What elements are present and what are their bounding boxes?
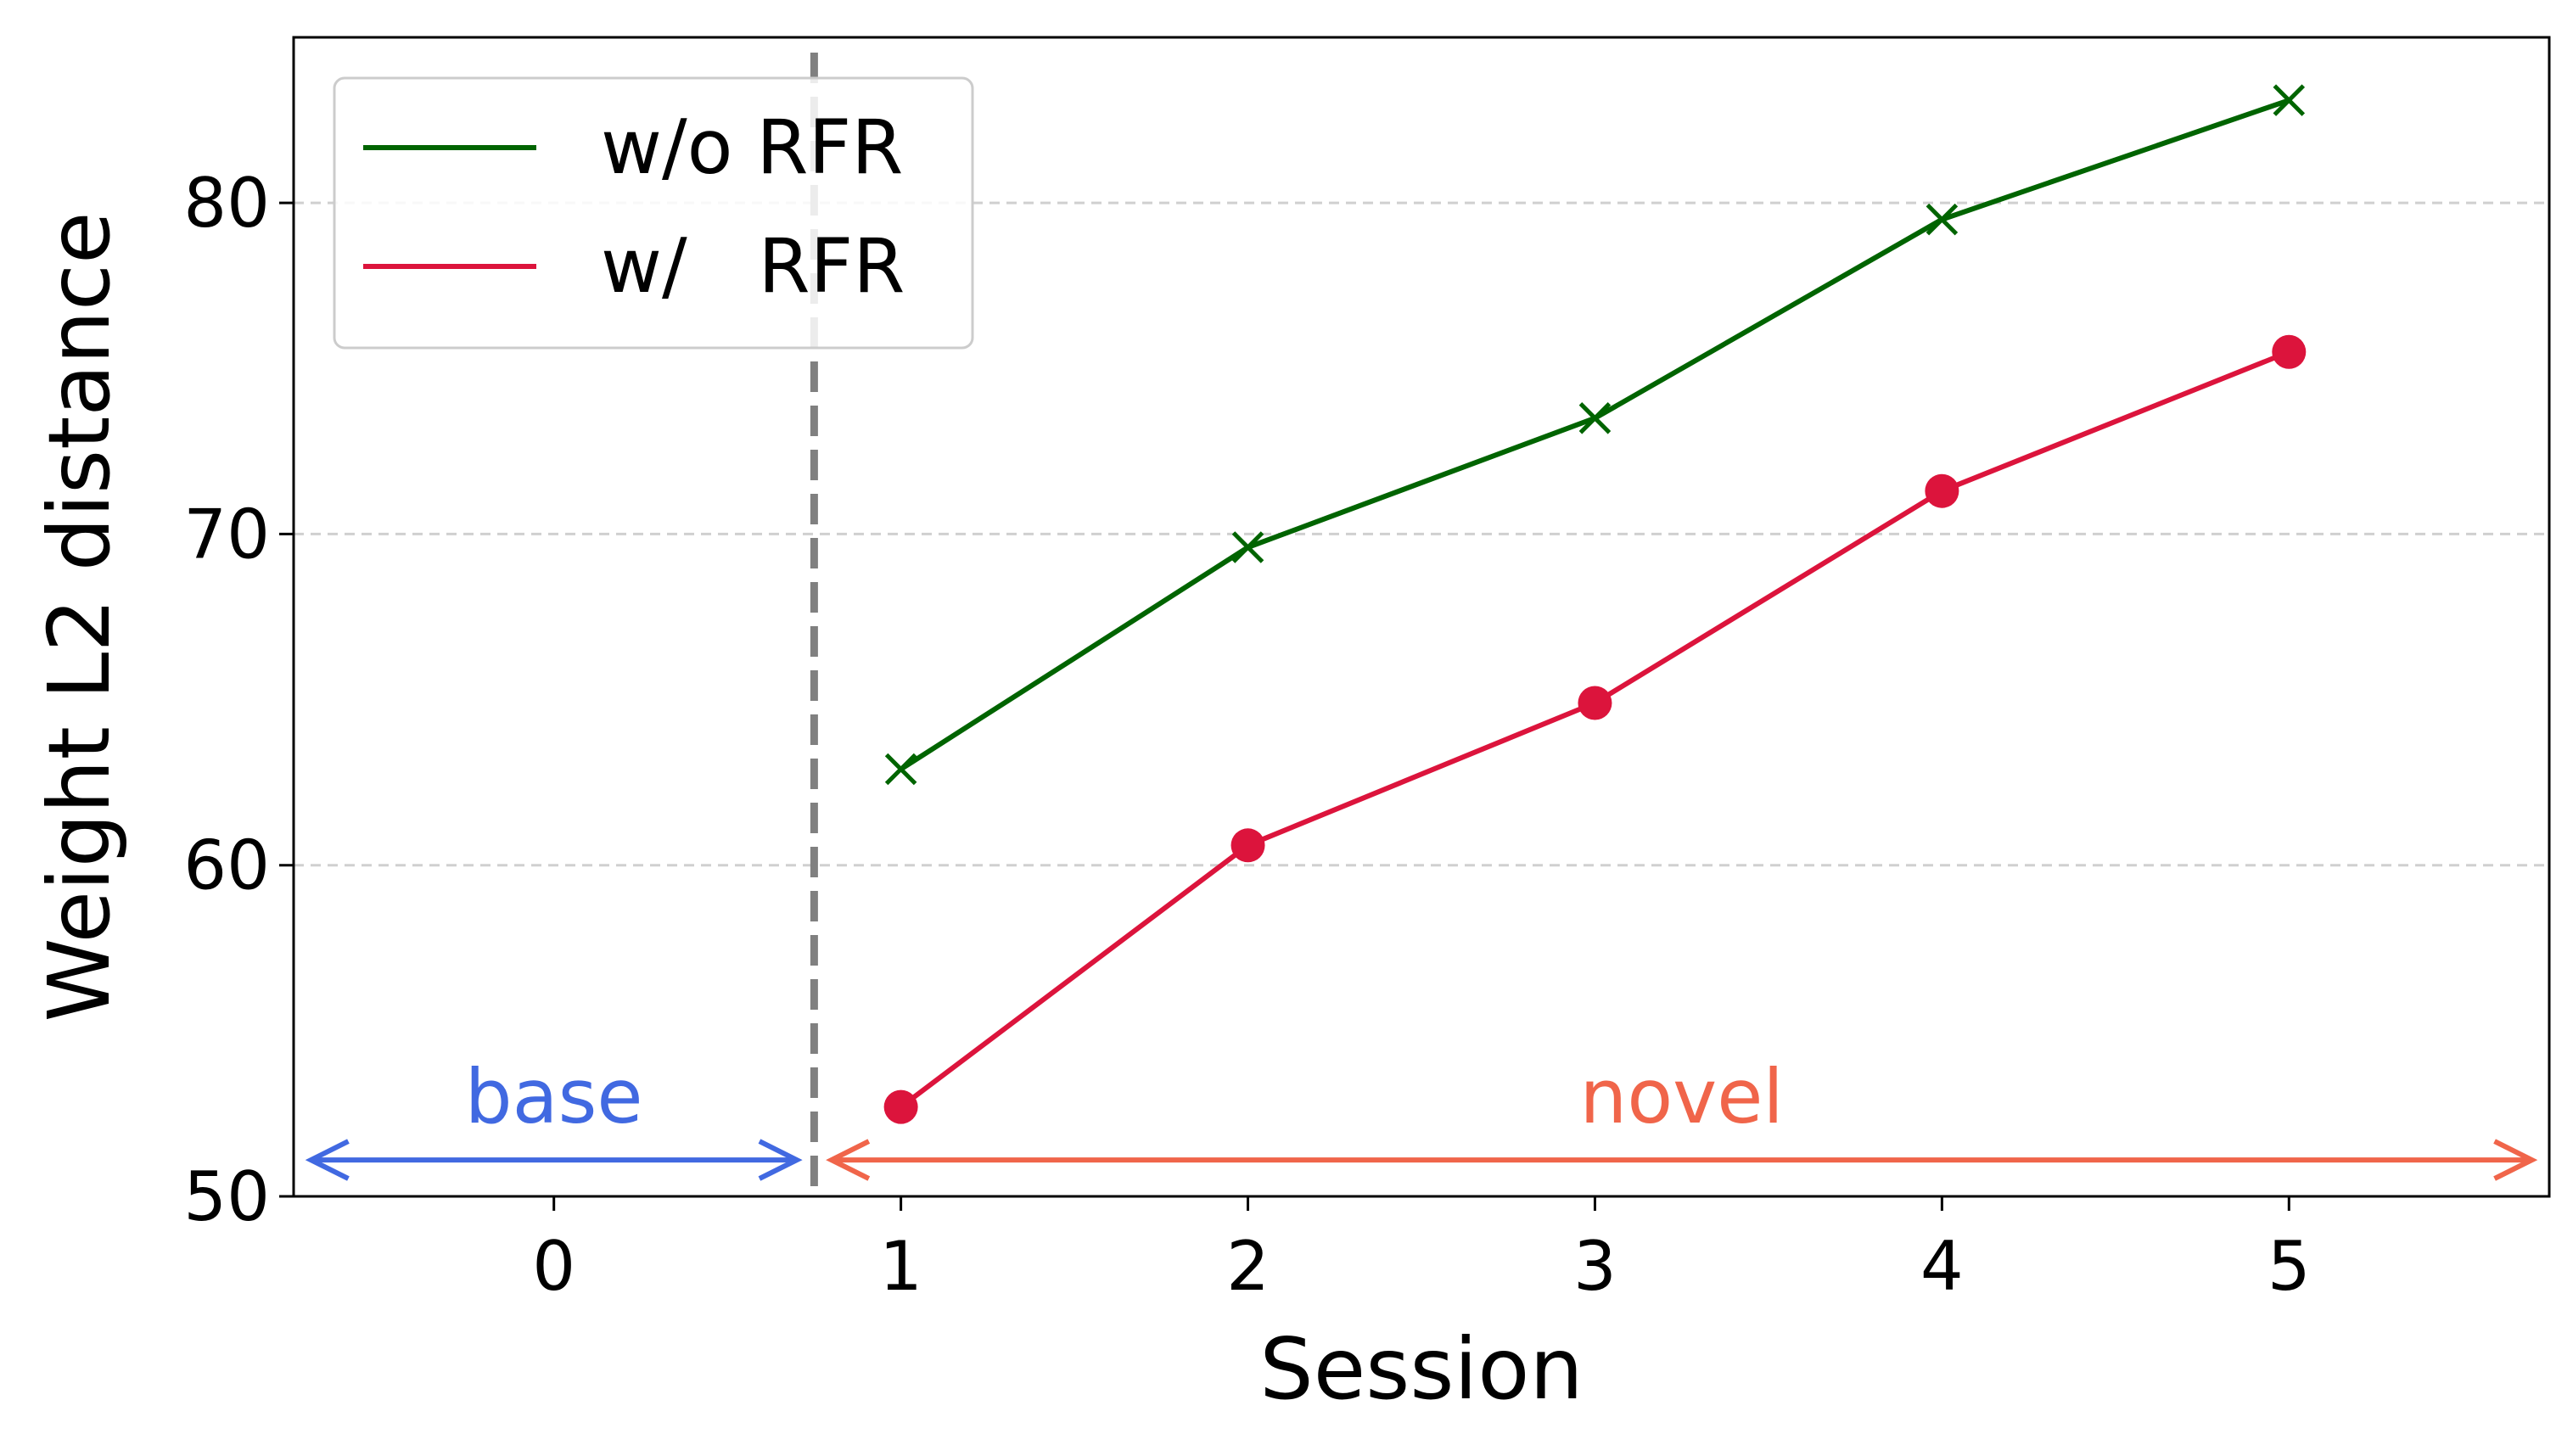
marker-stroke [884,753,917,786]
axis-ticks: 50 60 70 80 0 1 2 3 4 5 [183,164,2311,1306]
x-tick-label: 0 [532,1227,575,1306]
plot-frame [292,36,2551,1198]
data-series [883,84,2307,1124]
data-point-x-marker [2273,84,2306,116]
series-1 [883,334,2307,1124]
arrow-head-left [305,1139,350,1181]
data-point-x-marker [1578,402,1612,434]
data-point-x-marker [1231,531,1264,563]
data-point-circle [1230,828,1265,863]
arrow-head-left [826,1139,871,1181]
data-point-x-marker [884,753,917,786]
y-tick-label: 50 [183,1157,270,1236]
y-tick-label: 80 [183,164,270,243]
legend-item-0: w/o RFR [363,104,903,191]
x-tick-label: 5 [2267,1227,2311,1306]
span-arrow-novel: novel [826,1053,2538,1181]
series-0 [884,84,2306,786]
span-label-novel: novel [1580,1053,1784,1140]
x-tick-label: 1 [879,1227,922,1306]
arrow-head-right [758,1139,803,1181]
data-point-circle [1925,473,1959,508]
data-point-circle [883,1089,918,1124]
marker-stroke [2273,84,2306,116]
data-point-circle [2272,334,2307,369]
marker-stroke [1231,531,1264,563]
data-point-x-marker [1926,203,1959,236]
y-tick-label: 70 [183,495,270,574]
x-axis-label: Session [1259,1319,1584,1419]
x-tick-label: 4 [1920,1227,1964,1306]
span-arrow-base: base [305,1053,803,1181]
data-point-circle [1578,686,1612,720]
legend-label: w/o RFR [601,104,903,191]
y-tick-label: 60 [183,826,270,905]
annotations: base novel [305,1053,2538,1181]
x-tick-label: 2 [1226,1227,1270,1306]
span-label-base: base [465,1053,643,1140]
legend-item-1: w/ RFR [363,222,905,310]
y-axis-label: Weight L2 distance [30,211,129,1022]
marker-stroke [1578,402,1612,434]
legend: w/o RFR w/ RFR [333,76,974,350]
x-tick-label: 3 [1573,1227,1617,1306]
marker-stroke [1926,203,1959,236]
arrow-head-right [2493,1139,2538,1181]
legend-label: w/ RFR [601,222,905,310]
